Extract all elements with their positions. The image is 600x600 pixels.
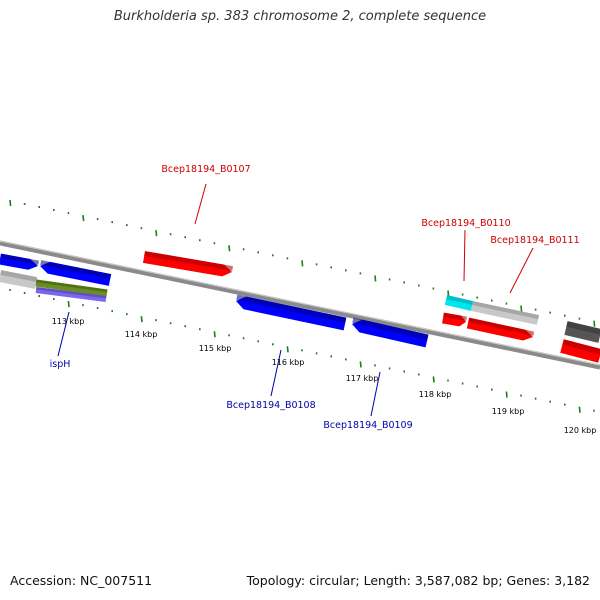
leader-b0107 <box>194 183 207 225</box>
major-tick <box>213 331 216 338</box>
major-tick <box>374 275 377 282</box>
gene-red-small[interactable] <box>442 312 467 327</box>
gene-label-bcep18194-b0109: Bcep18194_B0109 <box>323 420 412 431</box>
leader-ispH <box>57 311 70 357</box>
major-tick <box>286 346 289 353</box>
gene-bcep18194-b0111[interactable] <box>466 317 535 341</box>
major-tick <box>228 245 231 252</box>
major-tick <box>9 199 12 207</box>
map-title: Burkholderia sp. 383 chromosome 2, compl… <box>113 9 487 24</box>
leader-b0110 <box>463 229 466 282</box>
major-tick <box>505 391 508 398</box>
gene-bcep18194-b0108[interactable] <box>236 294 347 331</box>
gene-bcep18194-b0107[interactable] <box>142 251 234 277</box>
major-tick <box>82 215 85 222</box>
leader-b0111 <box>509 247 534 294</box>
major-tick <box>155 230 158 237</box>
major-tick <box>301 260 304 267</box>
gene-red-right[interactable] <box>560 339 600 363</box>
gene-gray-left[interactable] <box>0 270 38 289</box>
gene-features <box>0 251 600 363</box>
major-tick <box>140 316 143 323</box>
ruler-label-116-kbp: 116 kbp <box>272 358 305 367</box>
ruler-label-114-kbp: 114 kbp <box>125 330 158 339</box>
tick-marks <box>9 199 596 413</box>
gene-ispH-violet[interactable] <box>35 287 107 302</box>
gene-label-isph: ispH <box>50 359 71 370</box>
accession-text: Accession: NC_007511 <box>10 573 153 588</box>
gene-bcep18194-b0109[interactable] <box>352 317 429 348</box>
genome-backbone <box>0 240 600 370</box>
gene-bcep18194-b0110[interactable] <box>444 295 474 311</box>
gene-gray-light-1[interactable] <box>470 301 540 325</box>
ruler-label-120-kbp: 120 kbp <box>564 426 597 435</box>
major-tick <box>520 305 523 312</box>
gene-label-bcep18194-b0110: Bcep18194_B0110 <box>421 218 510 229</box>
gene-label-bcep18194-b0111: Bcep18194_B0111 <box>490 235 579 246</box>
ruler-label-119-kbp: 119 kbp <box>492 407 525 416</box>
gene-label-bcep18194-b0107: Bcep18194_B0107 <box>161 164 250 175</box>
gene-blue-left-1[interactable] <box>0 253 39 270</box>
major-tick <box>578 406 581 413</box>
topology-summary: Topology: circular; Length: 3,587,082 bp… <box>246 573 590 588</box>
ruler-label-118-kbp: 118 kbp <box>419 390 452 399</box>
label-leaders <box>57 183 534 417</box>
major-tick <box>359 361 362 368</box>
major-tick <box>593 320 596 327</box>
gene-ispH-olive[interactable] <box>35 279 108 297</box>
gene-label-bcep18194-b0108: Bcep18194_B0108 <box>226 400 315 411</box>
labels: 113 kbp 114 kbp 115 kbp 116 kbp 117 kbp 118 k… <box>50 164 597 435</box>
ruler-label-117-kbp: 117 kbp <box>346 374 379 383</box>
ruler-label-113-kbp: 113 kbp <box>52 317 85 326</box>
major-tick <box>432 376 435 383</box>
leader-b0108 <box>270 349 282 397</box>
ruler-label-115-kbp: 115 kbp <box>199 344 232 353</box>
gene-gray-dark[interactable] <box>564 321 600 343</box>
leader-b0109 <box>370 371 381 417</box>
gene-blue-left-2[interactable] <box>40 260 112 286</box>
major-tick <box>67 300 70 308</box>
